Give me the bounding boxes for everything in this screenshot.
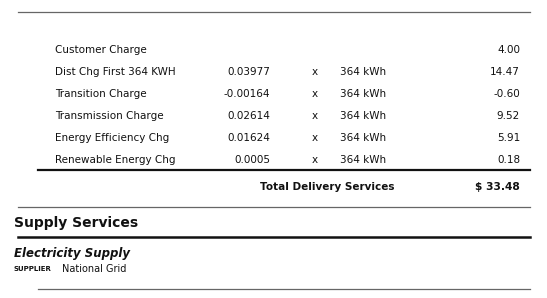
Text: x: x (312, 111, 318, 121)
Text: Energy Efficiency Chg: Energy Efficiency Chg (55, 133, 169, 143)
Text: Transmission Charge: Transmission Charge (55, 111, 164, 121)
Text: 0.18: 0.18 (497, 155, 520, 165)
Text: 364 kWh: 364 kWh (340, 133, 386, 143)
Text: Dist Chg First 364 KWH: Dist Chg First 364 KWH (55, 67, 176, 77)
Text: 364 kWh: 364 kWh (340, 155, 386, 165)
Text: 5.91: 5.91 (497, 133, 520, 143)
Text: $ 33.48: $ 33.48 (475, 182, 520, 192)
Text: 4.00: 4.00 (497, 45, 520, 55)
Text: 14.47: 14.47 (490, 67, 520, 77)
Text: Renewable Energy Chg: Renewable Energy Chg (55, 155, 176, 165)
Text: 9.52: 9.52 (497, 111, 520, 121)
Text: 0.0005: 0.0005 (234, 155, 270, 165)
Text: 0.03977: 0.03977 (227, 67, 270, 77)
Text: x: x (312, 133, 318, 143)
Text: 0.02614: 0.02614 (227, 111, 270, 121)
Text: 364 kWh: 364 kWh (340, 111, 386, 121)
Text: 0.01624: 0.01624 (227, 133, 270, 143)
Text: Supply Services: Supply Services (14, 216, 138, 230)
Text: 364 kWh: 364 kWh (340, 89, 386, 99)
Text: National Grid: National Grid (62, 264, 126, 274)
Text: Customer Charge: Customer Charge (55, 45, 147, 55)
Text: x: x (312, 155, 318, 165)
Text: Electricity Supply: Electricity Supply (14, 246, 130, 260)
Text: -0.00164: -0.00164 (224, 89, 270, 99)
Text: x: x (312, 67, 318, 77)
Text: -0.60: -0.60 (493, 89, 520, 99)
Text: SUPPLIER: SUPPLIER (14, 266, 52, 272)
Text: x: x (312, 89, 318, 99)
Text: Transition Charge: Transition Charge (55, 89, 147, 99)
Text: Total Delivery Services: Total Delivery Services (260, 182, 394, 192)
Text: 364 kWh: 364 kWh (340, 67, 386, 77)
